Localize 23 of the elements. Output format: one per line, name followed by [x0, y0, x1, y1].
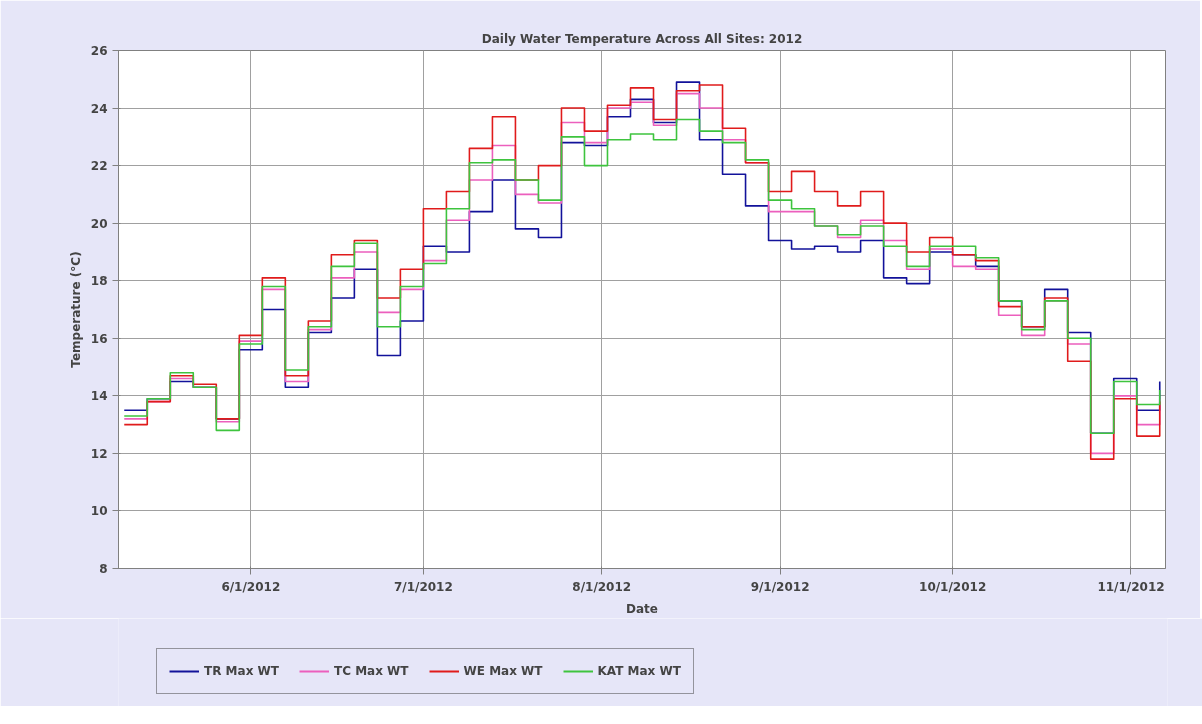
y-tick-label: 18	[90, 274, 108, 289]
y-tick-label: 16	[90, 331, 108, 346]
x-axis-title: Date	[626, 601, 658, 616]
y-tick-label: 10	[90, 504, 108, 519]
y-tick-label: 14	[90, 389, 108, 404]
x-tick-label: 6/1/2012	[221, 579, 281, 594]
y-tick-label: 20	[90, 216, 108, 231]
y-tick-label: 26	[90, 44, 108, 58]
chart-title: Daily Water Temperature Across All Sites: 2012	[481, 31, 803, 46]
x-tick-label: 8/1/2012	[572, 579, 632, 594]
legend-label: TC Max WT	[333, 664, 409, 678]
x-tick-label: 11/1/2012	[1097, 579, 1165, 594]
x-tick-label: 10/1/2012	[919, 579, 987, 594]
x-tick-label: 7/1/2012	[393, 579, 453, 594]
y-tick-label: 22	[90, 159, 108, 174]
y-tick-label: 8	[99, 562, 108, 576]
y-tick-label: 24	[90, 101, 108, 116]
legend-label: KAT Max WT	[597, 664, 681, 678]
y-axis-title: Temperature (°C)	[68, 251, 83, 368]
legend-label: WE Max WT	[463, 664, 543, 678]
y-tick-label: 12	[90, 446, 108, 461]
x-tick-label: 9/1/2012	[750, 579, 810, 594]
legend-label: TR Max WT	[204, 664, 279, 678]
